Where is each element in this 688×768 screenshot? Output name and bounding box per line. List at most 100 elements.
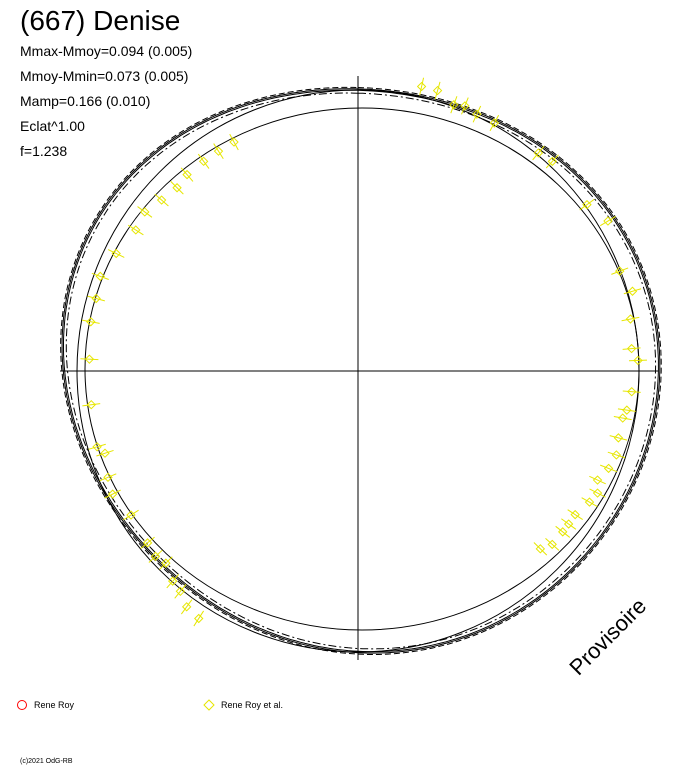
error-bar: [555, 525, 571, 538]
error-bar: [450, 96, 458, 114]
error-bar: [193, 610, 205, 627]
error-bar: [581, 497, 598, 507]
error-bar: [607, 451, 626, 459]
error-bar: [174, 583, 187, 599]
data-point-rene-roy-et-al: [558, 527, 568, 537]
data-point-rene-roy-et-al: [126, 510, 136, 520]
data-point-rene-roy-et-al: [633, 355, 643, 366]
data-point-rene-roy-et-al: [131, 225, 141, 235]
error-bar: [472, 105, 482, 123]
error-bar: [104, 489, 121, 499]
error-bar: [589, 475, 606, 485]
error-bar: [159, 556, 173, 570]
data-point-rene-roy-et-al: [86, 399, 96, 410]
data-point-rene-roy-et-al: [194, 613, 204, 624]
data-point-rene-roy-et-al: [156, 195, 167, 205]
error-bar: [170, 181, 184, 195]
data-point-rene-roy-et-al: [611, 450, 622, 460]
error-bar: [621, 316, 640, 322]
data-point-rene-roy-et-al: [172, 183, 182, 193]
data-point-rene-roy-et-al: [547, 156, 558, 167]
error-bar: [148, 549, 163, 563]
error-bar: [600, 464, 618, 473]
error-bar: [545, 154, 559, 169]
data-point-rene-roy-et-al: [592, 475, 603, 485]
data-point-rene-roy-et-al: [547, 539, 557, 550]
data-point-rene-roy-et-al: [613, 433, 624, 443]
error-bar: [81, 319, 100, 324]
stat-mean-minus-min: Mmoy-Mmin=0.073 (0.005): [20, 68, 189, 84]
error-bar: [107, 249, 125, 258]
lightcurve-line-1: [60, 86, 662, 655]
data-point-rene-roy-et-al: [625, 314, 636, 324]
error-bar: [419, 77, 425, 96]
error-bar: [617, 408, 636, 412]
data-point-rene-roy-et-al: [182, 169, 192, 180]
error-bar: [567, 509, 583, 521]
error-bar: [123, 509, 139, 521]
error-bar: [137, 206, 153, 218]
legend-label: Rene Roy et al.: [221, 700, 284, 710]
error-bar: [545, 538, 560, 551]
data-point-rene-roy-et-al: [161, 558, 171, 568]
data-point-rene-roy-et-al: [449, 100, 459, 110]
error-bar: [561, 518, 577, 530]
data-point-rene-roy-et-al: [489, 118, 500, 128]
error-bar: [589, 488, 606, 498]
data-point-rene-roy-et-al: [535, 544, 546, 554]
stat-frequency: f=1.238: [20, 143, 68, 159]
error-bar: [88, 443, 106, 450]
legend-diamond-marker-icon: [203, 699, 215, 711]
error-bar: [154, 193, 169, 207]
data-point-rene-roy-et-al: [100, 448, 110, 458]
data-point-rene-roy-et-al: [627, 386, 637, 397]
error-bar: [213, 143, 224, 160]
data-point-rene-roy-et-al: [603, 216, 613, 226]
data-point-rene-roy-et-al: [533, 148, 544, 158]
lightcurve-line-0: [63, 89, 659, 653]
error-bar: [613, 415, 632, 421]
data-point-rene-roy-et-al: [213, 146, 224, 156]
error-bar: [622, 347, 641, 350]
error-bar: [622, 390, 641, 393]
error-bar: [80, 358, 99, 361]
data-point-rene-roy-et-al: [627, 286, 638, 296]
data-point-rene-roy-et-al: [142, 538, 153, 548]
error-bar: [99, 473, 117, 482]
data-point-rene-roy-et-al: [416, 81, 427, 92]
error-bar: [533, 542, 548, 556]
data-point-rene-roy-et-al: [92, 442, 102, 452]
error-bar: [532, 145, 545, 161]
data-point-rene-roy-et-al: [150, 551, 161, 562]
data-point-rene-roy-et-al: [103, 472, 113, 483]
error-bar: [579, 198, 595, 211]
stat-max-minus-mean: Mmax-Mmoy=0.094 (0.005): [20, 43, 193, 59]
legend-circle-marker-icon: [17, 700, 27, 710]
error-bar: [180, 167, 194, 182]
reference-ellipse: [84, 107, 640, 631]
error-bar: [623, 288, 642, 295]
data-point-rene-roy-et-al: [181, 602, 192, 612]
data-point-rene-roy-et-al: [472, 109, 482, 119]
error-bar: [87, 295, 105, 302]
error-bar: [127, 224, 144, 236]
copyright-notice: (c)2021 OdG-RB: [20, 758, 73, 765]
data-point-rene-roy-et-al: [111, 248, 121, 259]
data-point-rene-roy-et-al: [175, 586, 186, 597]
data-point-rene-roy-et-al: [570, 509, 580, 520]
data-points: [80, 77, 647, 627]
error-bar: [611, 267, 629, 275]
lightcurve-line-3: [61, 88, 661, 654]
error-bar: [140, 536, 155, 549]
plot-axes: [60, 76, 658, 660]
data-point-rene-roy-et-al: [617, 413, 628, 423]
data-point-rene-roy-et-al: [168, 576, 178, 586]
error-bar: [434, 81, 441, 100]
data-point-rene-roy-et-al: [107, 489, 118, 499]
data-point-rene-roy-et-al: [563, 519, 574, 529]
error-bar: [628, 359, 647, 362]
data-point-rene-roy-et-al: [84, 354, 95, 364]
data-point-rene-roy-et-al: [582, 199, 592, 210]
data-point-rene-roy-et-al: [95, 271, 106, 282]
